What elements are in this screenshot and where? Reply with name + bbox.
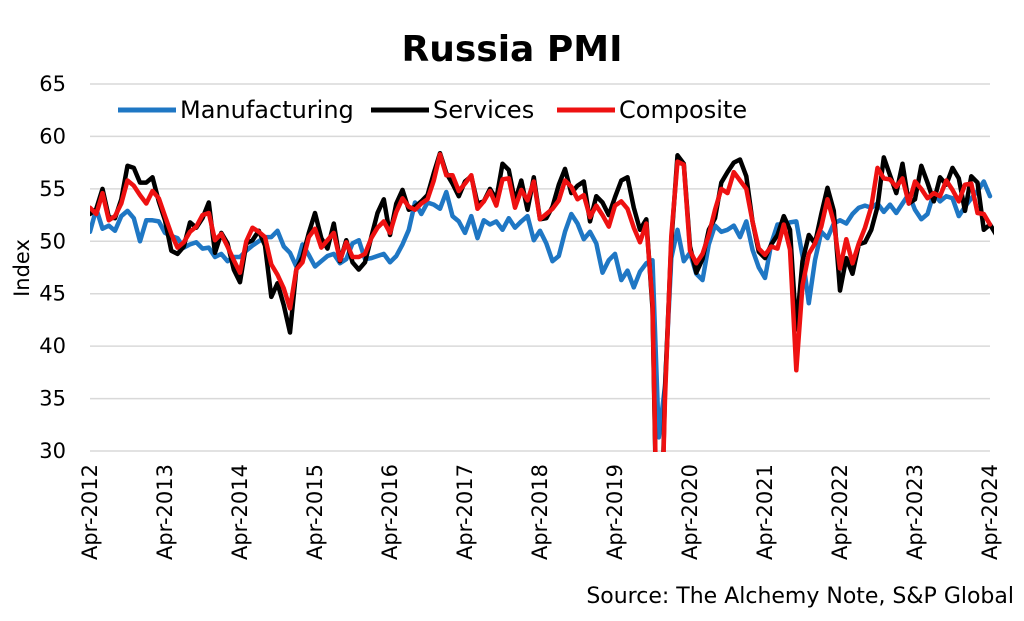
x-tick-label: Apr-2012	[78, 464, 102, 560]
x-tick-label: Apr-2022	[828, 464, 852, 560]
x-axis-ticks: Apr-2012 Apr-2013 Apr-2014 Apr-2015 Apr-2016…	[78, 464, 1002, 560]
legend-label: Services	[433, 96, 534, 124]
chart-title: Russia PMI	[402, 29, 623, 70]
legend-item-manufacturing: Manufacturing	[118, 96, 354, 124]
x-tick-label: Apr-2019	[603, 464, 627, 560]
x-tick-label: Apr-2013	[153, 464, 177, 560]
y-tick-label: 60	[39, 124, 66, 148]
y-tick-label: 30	[39, 439, 66, 463]
x-tick-label: Apr-2017	[453, 464, 477, 560]
x-tick-label: Apr-2014	[228, 464, 252, 560]
y-tick-label: 55	[39, 177, 66, 201]
x-tick-label: Apr-2020	[678, 464, 702, 560]
x-tick-label: Apr-2024	[978, 464, 1002, 560]
y-tick-label: 50	[39, 229, 66, 253]
x-tick-label: Apr-2018	[528, 464, 552, 560]
legend-item-composite: Composite	[557, 96, 747, 124]
source-note: Source: The Alchemy Note, S&P Global	[586, 584, 1014, 609]
x-tick-label: Apr-2016	[378, 464, 402, 560]
y-axis-label: Index	[10, 239, 34, 297]
series-lines	[90, 150, 994, 452]
y-tick-label: 65	[39, 72, 66, 96]
gridlines	[90, 83, 990, 452]
legend: Manufacturing Services Composite	[118, 96, 747, 124]
x-tick-label: Apr-2015	[303, 464, 327, 560]
series-line-composite	[90, 152, 993, 452]
y-tick-label: 45	[39, 282, 66, 306]
y-tick-label: 40	[39, 334, 66, 358]
legend-label: Composite	[619, 96, 747, 124]
legend-item-services: Services	[371, 96, 534, 124]
legend-label: Manufacturing	[180, 96, 354, 124]
x-tick-label: Apr-2021	[753, 464, 777, 560]
y-tick-label: 35	[39, 387, 66, 411]
x-tick-label: Apr-2023	[903, 464, 927, 560]
y-axis-ticks: 30 35 40 45 50 55 60 65	[39, 72, 66, 463]
series-line-manufacturing	[90, 179, 993, 440]
